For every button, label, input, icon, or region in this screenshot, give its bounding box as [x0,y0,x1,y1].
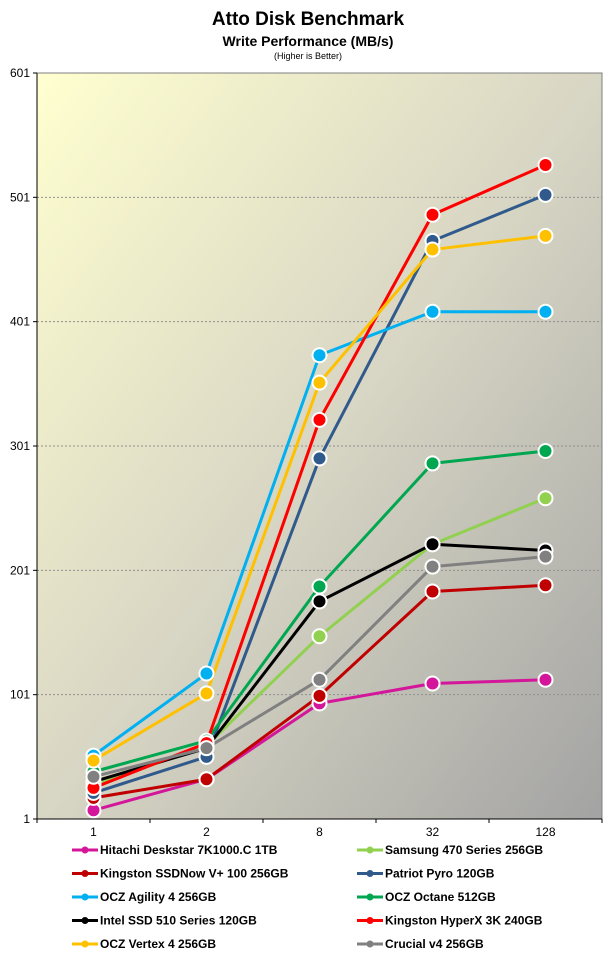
data-point [424,206,441,223]
data-point [198,685,215,702]
data-point [311,374,328,391]
chart-subtitle: Write Performance (MB/s) [223,33,394,49]
data-point [198,665,215,682]
data-point [424,675,441,692]
legend-swatch-marker [366,893,374,901]
x-tick-label: 2 [203,825,210,839]
data-point [198,771,215,788]
y-tick-label: 1 [23,812,30,826]
data-point [424,241,441,258]
legend-label: OCZ Octane 512GB [385,890,496,904]
chart-note: (Higher is Better) [274,51,342,61]
legend-swatch-marker [366,940,374,948]
legend-label: Kingston SSDNow V+ 100 256GB [100,867,289,881]
legend-swatch-marker [81,870,89,877]
x-tick-label: 1 [90,825,97,839]
legend-swatch-marker [81,893,89,901]
data-point [424,455,441,472]
y-tick-label: 101 [10,688,30,702]
data-point [537,548,554,565]
chart-title: Atto Disk Benchmark [212,9,405,30]
y-tick-label: 301 [10,439,30,453]
data-point [311,671,328,688]
data-point [311,347,328,364]
legend-swatch-marker [81,917,89,924]
legend-label: Patriot Pyro 120GB [385,867,495,881]
y-tick-label: 401 [10,315,30,329]
data-point [85,752,102,769]
legend-swatch-marker [366,870,374,877]
data-point [311,450,328,467]
data-point [424,303,441,320]
data-point [311,411,328,428]
data-point [424,536,441,553]
data-point [311,687,328,704]
data-point [537,490,554,507]
data-point [424,583,441,600]
legend-swatch-marker [366,846,374,854]
legend-label: Kingston HyperX 3K 240GB [385,914,543,928]
data-point [311,578,328,595]
data-point [311,593,328,610]
y-tick-label: 601 [10,66,30,80]
legend-label: Crucial v4 256GB [385,937,484,951]
data-point [424,558,441,575]
data-point [537,186,554,203]
legend-swatch-marker [366,917,374,924]
legend-swatch-marker [81,846,89,854]
data-point [537,303,554,320]
data-point [85,768,102,785]
data-point [537,577,554,594]
legend-label: Intel SSD 510 Series 120GB [100,914,257,928]
data-point [198,740,215,757]
data-point [537,671,554,688]
data-point [311,628,328,645]
x-tick-label: 8 [316,825,323,839]
legend-swatch-marker [81,940,89,948]
x-tick-label: 32 [426,825,440,839]
legend-label: Hitachi Deskstar 7K1000.C 1TB [100,843,278,857]
legend-label: OCZ Agility 4 256GB [100,890,217,904]
x-tick-label: 128 [535,825,555,839]
data-point [537,442,554,459]
data-point [537,157,554,174]
data-point [537,227,554,244]
y-tick-label: 501 [10,190,30,204]
y-tick-label: 201 [10,563,30,577]
legend-label: Samsung 470 Series 256GB [385,843,543,857]
legend-label: OCZ Vertex 4 256GB [100,937,216,951]
